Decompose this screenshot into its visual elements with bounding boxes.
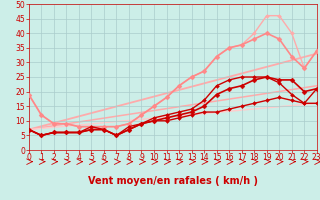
Text: Vent moyen/en rafales ( km/h ): Vent moyen/en rafales ( km/h ) (88, 176, 258, 186)
